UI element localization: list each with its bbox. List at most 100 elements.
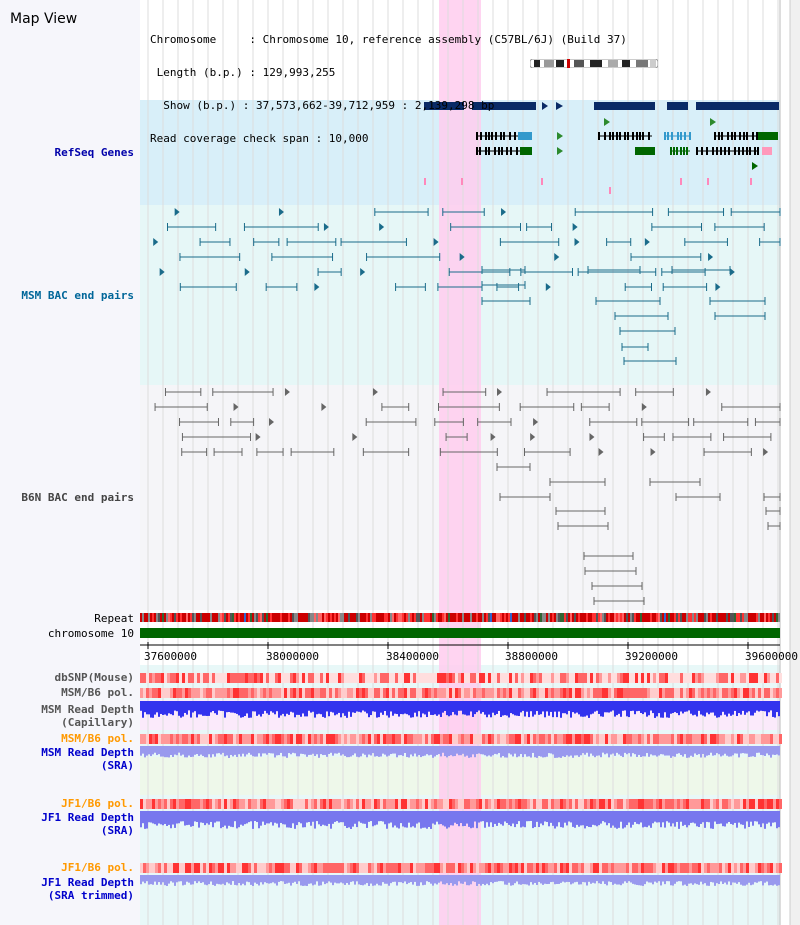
jf1-depth-trim-bar xyxy=(378,875,380,886)
msm-b6-pol-sra-heat xyxy=(212,734,215,744)
msm-depth-sra-bar xyxy=(600,746,602,758)
msm-depth-capillary-bar xyxy=(328,701,330,717)
repeat-feature xyxy=(530,613,532,622)
dbsnp-heat xyxy=(776,673,779,683)
repeat-feature xyxy=(240,613,242,622)
jf1-depth-trim-bar xyxy=(400,875,402,883)
msm-depth-sra-label[interactable]: MSM Read Depth xyxy=(41,746,134,759)
jf1-depth-sra-bar xyxy=(168,811,170,825)
jf1-depth-sra-label[interactable]: JF1 Read Depth xyxy=(41,811,134,824)
chromosome-ideogram[interactable] xyxy=(529,53,659,69)
jf1-b6-pol-trim-heat xyxy=(755,863,758,873)
msm-b6-pol-heat xyxy=(479,688,482,698)
repeat-feature xyxy=(568,613,570,622)
msm-depth-capillary-bar xyxy=(756,701,758,711)
msm-depth-sra-bar xyxy=(678,746,680,754)
jf1-b6-pol-trim-heat xyxy=(161,863,164,873)
msm-bac-label[interactable]: MSM BAC end pairs xyxy=(21,289,134,302)
msm-depth-sra-bar xyxy=(694,746,696,754)
jf1-b6-pol-heat xyxy=(707,799,710,809)
b6n-bac-pair xyxy=(705,388,711,396)
msm-depth-sra-bar xyxy=(692,746,694,757)
repeat-feature xyxy=(754,613,756,622)
jf1-b6-pol-heat xyxy=(356,799,359,809)
jf1-b6-pol-trim-label[interactable]: JF1/B6 pol. xyxy=(61,861,134,874)
msm-depth-sra-bar xyxy=(626,746,628,755)
jf1-depth-sra-bar xyxy=(196,811,198,823)
dbsnp-heat xyxy=(719,673,722,683)
msm-depth-sra-bar xyxy=(568,746,570,757)
jf1-depth-sra-bar xyxy=(548,811,550,827)
msm-depth-capillary-bar xyxy=(294,701,296,718)
msm-depth-capillary-bar xyxy=(316,701,318,715)
msm-b6-pol-heat xyxy=(161,688,164,698)
jf1-b6-pol-heat xyxy=(263,799,266,809)
msm-depth-sra-bar xyxy=(658,746,660,756)
msm-depth-sra-bar xyxy=(540,746,542,757)
jf1-depth-sra-bar xyxy=(476,811,478,829)
msm-b6-pol-sra-heat xyxy=(464,734,467,744)
jf1-depth-trim-bar xyxy=(188,875,190,883)
msm-depth-capillary-bar xyxy=(270,701,272,712)
refseq-genes-label[interactable]: RefSeq Genes xyxy=(54,146,134,159)
repeat-feature xyxy=(574,613,576,622)
jf1-b6-pol-trim-heat xyxy=(500,863,503,873)
msm-b6-pol-heat xyxy=(377,688,380,698)
msm-b6-pol-heat xyxy=(749,688,752,698)
refseq-exon xyxy=(485,132,487,140)
msm-depth-capillary-label[interactable]: MSM Read Depth xyxy=(41,703,134,716)
msm-depth-capillary-bar xyxy=(454,701,456,715)
jf1-b6-pol-heat xyxy=(215,799,218,809)
msm-depth-sra-bar xyxy=(140,746,142,756)
msm-b6-pol-sra-heat xyxy=(179,734,182,744)
dbsnp-heat xyxy=(518,673,521,683)
jf1-b6-pol-heat xyxy=(251,799,254,809)
msm-depth-sra-bar xyxy=(300,746,302,754)
jf1-depth-trim-bar xyxy=(598,875,600,884)
jf1-depth-trim-bar xyxy=(162,875,164,883)
msm-depth-capillary-bar xyxy=(210,701,212,713)
dbsnp-heat xyxy=(146,673,149,683)
jf1-b6-pol-heat xyxy=(497,799,500,809)
jf1-b6-pol-trim-heat xyxy=(704,863,707,873)
refseq-exon xyxy=(712,147,714,155)
msm-b6-pol-label[interactable]: MSM/B6 pol. xyxy=(61,686,134,699)
repeat-feature xyxy=(768,613,770,622)
msm-depth-sra-bar xyxy=(536,746,538,758)
repeat-feature xyxy=(464,613,466,622)
msm-depth-capillary-bar xyxy=(720,701,722,716)
msm-depth-sra-bar xyxy=(258,746,260,754)
jf1-depth-trim-bar xyxy=(556,875,558,884)
jf1-b6-pol-trim-heat xyxy=(770,863,773,873)
jf1-b6-pol-heat xyxy=(314,799,317,809)
jf1-b6-pol-heat xyxy=(758,799,761,809)
jf1-b6-pol-label[interactable]: JF1/B6 pol. xyxy=(61,797,134,810)
msm-b6-pol-heat xyxy=(170,688,173,698)
jf1-depth-sra-bar xyxy=(298,811,300,823)
repeat-feature xyxy=(544,613,546,622)
jf1-depth-sra-bar xyxy=(462,811,464,827)
dbsnp-label[interactable]: dbSNP(Mouse) xyxy=(54,671,134,684)
jf1-b6-pol-heat xyxy=(674,799,677,809)
msm-b6-pol-sra-label[interactable]: MSM/B6 pol. xyxy=(61,732,134,745)
msm-b6-pol-heat xyxy=(428,688,431,698)
jf1-depth-trim-bar xyxy=(490,875,492,883)
repeat-feature xyxy=(408,613,410,622)
msm-depth-capillary-bar xyxy=(278,701,280,718)
jf1-b6-pol-heat xyxy=(770,799,773,809)
jf1-depth-sra-bar xyxy=(768,811,770,823)
msm-depth-capillary-bar xyxy=(268,701,270,715)
msm-depth-capillary-bar xyxy=(650,701,652,711)
dbsnp-heat xyxy=(545,673,548,683)
jf1-b6-pol-trim-heat xyxy=(620,863,623,873)
b6n-bac-label[interactable]: B6N BAC end pairs xyxy=(21,491,134,504)
dbsnp-heat xyxy=(395,673,398,683)
msm-depth-capillary-bar xyxy=(726,701,728,717)
dbsnp-heat xyxy=(746,673,749,683)
msm-b6-pol-heat xyxy=(704,688,707,698)
jf1-depth-trim-label[interactable]: JF1 Read Depth xyxy=(41,876,134,889)
jf1-depth-sra-bar xyxy=(152,811,154,824)
msm-b6-pol-sra-heat xyxy=(755,734,758,744)
msm-b6-pol-heat xyxy=(638,688,641,698)
